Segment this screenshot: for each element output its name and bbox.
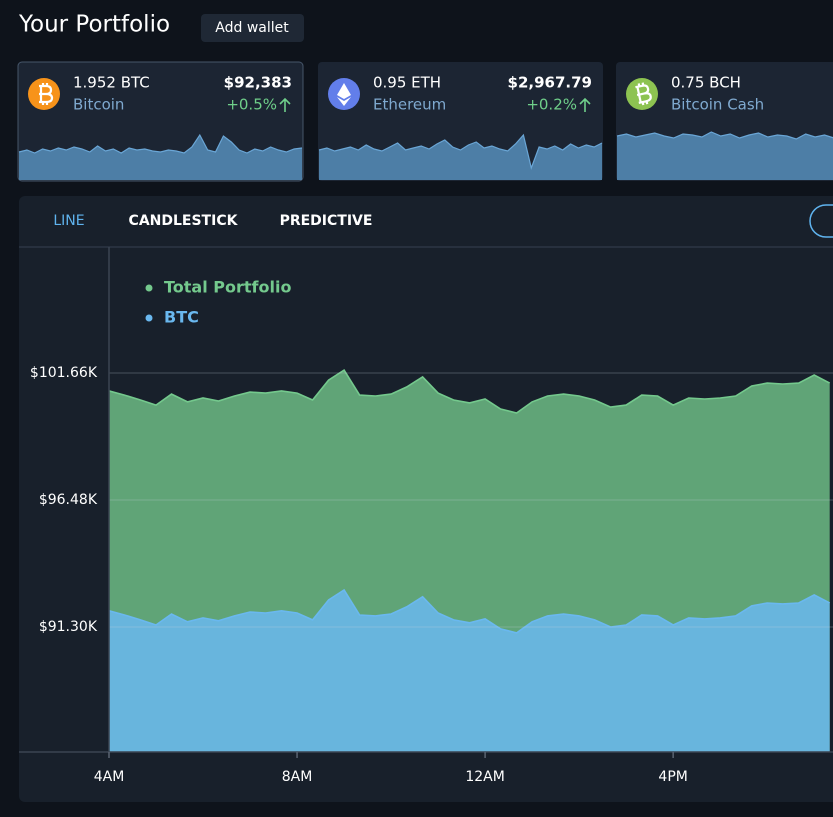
coin-glyph bbox=[39, 83, 54, 105]
chart-tab[interactable]: PREDICTIVE bbox=[280, 213, 373, 229]
wallet-name: Bitcoin bbox=[73, 96, 124, 114]
series-line bbox=[109, 588, 831, 634]
x-tick-label: 4AM bbox=[94, 769, 125, 785]
page-title: Your Portfolio bbox=[18, 12, 170, 38]
y-tick-label: $91.30K bbox=[39, 619, 98, 635]
range-button[interactable] bbox=[809, 204, 833, 238]
chart-tab[interactable]: LINE bbox=[53, 213, 84, 229]
wallet-cards: 1.952 BTC Bitcoin $92,383 +0.5% 0.95 ETH Ethe… bbox=[17, 61, 833, 182]
add-wallet-label[interactable]: Add wallet bbox=[215, 20, 289, 36]
x-tick-label: 12AM bbox=[465, 769, 504, 785]
coin-glyph bbox=[337, 83, 351, 106]
wallet-name: Bitcoin Cash bbox=[671, 96, 764, 114]
chart-tabs: LINE CANDLESTICK PREDICTIVE bbox=[53, 213, 372, 229]
wallet-amount: 0.75 BCH bbox=[671, 74, 741, 92]
legend-label[interactable]: Total Portfolio bbox=[164, 278, 291, 297]
series-layer bbox=[109, 368, 831, 752]
wallet-change: +0.5% bbox=[226, 96, 277, 114]
wallet-card[interactable]: 1.952 BTC Bitcoin $92,383 +0.5% bbox=[17, 61, 304, 182]
plot: $91.30K $96.48K $101.66K 4AM 8AM 12AM 4PM Total… bbox=[19, 247, 833, 785]
wallet-card[interactable]: 0.95 ETH Ethereum $2,967.79 +0.2% bbox=[318, 62, 603, 181]
series-line bbox=[109, 368, 831, 414]
legend-label[interactable]: BTC bbox=[164, 308, 199, 327]
wallet-price: $92,383 bbox=[224, 74, 292, 92]
sparkline bbox=[318, 133, 603, 171]
wallet-change: +0.2% bbox=[526, 96, 577, 114]
x-tick-label: 4PM bbox=[658, 769, 687, 785]
wallet-price: $2,967.79 bbox=[508, 74, 592, 92]
y-tick-label: $96.48K bbox=[39, 492, 98, 508]
y-tick-label: $101.66K bbox=[30, 365, 98, 381]
wallet-name: Ethereum bbox=[373, 96, 446, 114]
sparkline bbox=[616, 131, 833, 140]
change-arrow bbox=[279, 97, 291, 112]
sparkline bbox=[18, 133, 303, 154]
wallet-amount: 0.95 ETH bbox=[373, 74, 441, 92]
sparkline-area bbox=[19, 135, 302, 180]
change-arrow bbox=[579, 97, 591, 112]
wallet-amount: 1.952 BTC bbox=[73, 74, 150, 92]
chart-tab[interactable]: CANDLESTICK bbox=[129, 213, 239, 229]
sparkline-area bbox=[617, 132, 833, 180]
add-wallet-button[interactable] bbox=[201, 14, 304, 42]
legend-dot bbox=[145, 314, 153, 322]
wallet-card[interactable]: 0.75 BCH Bitcoin Cash bbox=[616, 62, 833, 181]
legend-dot bbox=[145, 284, 153, 292]
coin-glyph bbox=[635, 82, 652, 106]
series-area bbox=[109, 590, 830, 752]
x-tick-label: 8AM bbox=[282, 769, 313, 785]
